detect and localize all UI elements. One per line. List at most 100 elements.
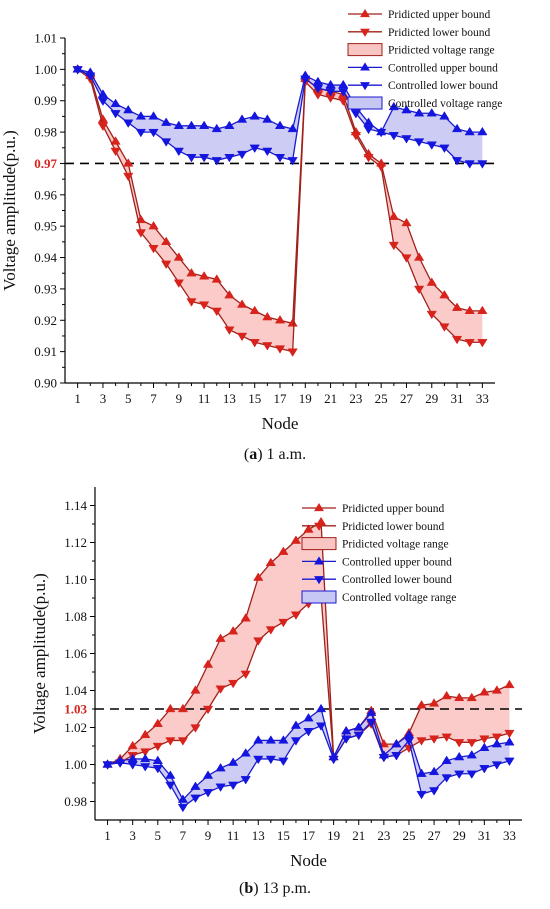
data-point xyxy=(439,144,450,153)
legend-swatch-marker xyxy=(360,28,370,37)
x-axis-title: Node xyxy=(290,851,327,870)
y-tick-label: 1.06 xyxy=(64,646,87,661)
data-point xyxy=(325,79,336,89)
data-point xyxy=(274,315,286,324)
x-tick-label: 25 xyxy=(375,391,388,406)
data-point xyxy=(240,776,251,785)
data-point xyxy=(265,557,276,567)
x-tick-label: 15 xyxy=(248,391,261,406)
legend-label: Controlled lower bound xyxy=(342,574,452,586)
x-tick-label: 7 xyxy=(180,828,187,843)
data-point xyxy=(211,274,222,283)
data-point xyxy=(274,345,286,354)
y-tick-label: 1.00 xyxy=(34,62,57,77)
data-point xyxy=(477,126,488,136)
data-point xyxy=(428,735,440,744)
data-point xyxy=(135,229,147,238)
data-point xyxy=(198,301,210,310)
x-tick-label: 31 xyxy=(451,391,464,406)
x-tick-label: 27 xyxy=(428,828,442,843)
x-tick-label: 19 xyxy=(299,391,312,406)
data-point xyxy=(454,751,465,761)
x-tick-label: 13 xyxy=(252,828,265,843)
data-point xyxy=(454,692,465,702)
y-tick-label: 0.92 xyxy=(34,313,57,328)
x-axis-title: Node xyxy=(262,414,299,433)
chart-panel-b: 1 3 5 7 9 11 13 15 17 19 21 23 25 27 29 31 330.981.001.0… xyxy=(30,487,522,870)
data-point xyxy=(466,739,477,748)
data-point xyxy=(428,787,440,796)
data-point xyxy=(451,302,463,311)
data-point xyxy=(413,108,425,117)
data-point xyxy=(110,136,121,145)
x-tick-label: 21 xyxy=(324,391,337,406)
data-point xyxy=(287,123,298,133)
data-point xyxy=(253,572,264,581)
data-point xyxy=(152,765,163,774)
y-tick-label: 0.91 xyxy=(34,344,57,359)
data-point xyxy=(262,342,273,351)
data-point xyxy=(110,98,121,108)
data-point xyxy=(110,147,121,157)
data-point xyxy=(278,546,289,555)
legend-label: Pridicted lower bound xyxy=(342,521,444,533)
data-point xyxy=(215,685,226,694)
data-point xyxy=(303,524,314,533)
data-point xyxy=(401,217,412,227)
data-point xyxy=(479,735,490,744)
data-point xyxy=(413,252,425,261)
y-tick-label: 1.01 xyxy=(34,31,57,46)
x-tick-label: 7 xyxy=(150,391,157,406)
data-point xyxy=(148,111,159,120)
data-point xyxy=(278,735,289,744)
data-point xyxy=(315,703,327,713)
data-point xyxy=(262,114,273,123)
x-tick-label: 11 xyxy=(227,828,240,843)
y-tick-label: 1.04 xyxy=(64,683,87,698)
data-point xyxy=(466,770,477,779)
data-point xyxy=(477,160,488,169)
data-point xyxy=(401,104,412,114)
data-point xyxy=(278,757,289,767)
x-tick-label: 3 xyxy=(129,828,136,843)
data-point xyxy=(441,690,452,700)
data-point xyxy=(123,158,134,167)
data-point xyxy=(290,737,302,746)
x-tick-label: 33 xyxy=(503,828,516,843)
data-point xyxy=(211,123,222,133)
data-point xyxy=(287,348,298,357)
data-point xyxy=(249,144,260,153)
data-point xyxy=(190,794,201,804)
data-point xyxy=(416,790,427,800)
data-point xyxy=(338,79,349,89)
y-tick-label: 0.90 xyxy=(34,376,57,391)
x-tick-label: 1 xyxy=(74,391,81,406)
data-point xyxy=(416,737,427,746)
data-point xyxy=(454,739,465,748)
data-point xyxy=(173,279,184,288)
data-point xyxy=(391,752,402,761)
legend-swatch-box xyxy=(301,537,337,551)
data-point xyxy=(236,114,248,123)
data-point xyxy=(491,733,503,742)
data-point xyxy=(451,157,463,166)
data-point xyxy=(198,271,210,280)
y-tick-label: 1.10 xyxy=(64,572,87,587)
y-tick-label: 0.93 xyxy=(34,281,57,296)
data-point xyxy=(85,72,96,81)
data-point xyxy=(300,75,311,84)
x-tick-label: 15 xyxy=(277,828,290,843)
data-point xyxy=(388,101,399,111)
data-point xyxy=(303,728,314,737)
x-tick-label: 3 xyxy=(100,391,107,406)
x-tick-label: 1 xyxy=(104,828,111,843)
data-point xyxy=(202,705,214,715)
data-point xyxy=(325,88,336,97)
data-point xyxy=(215,762,226,772)
legend-label: Pridicted voltage range xyxy=(388,45,495,57)
data-point xyxy=(198,154,210,163)
data-point xyxy=(97,122,109,132)
legend-label: Controlled voltage range xyxy=(342,592,456,604)
data-point xyxy=(479,742,490,752)
